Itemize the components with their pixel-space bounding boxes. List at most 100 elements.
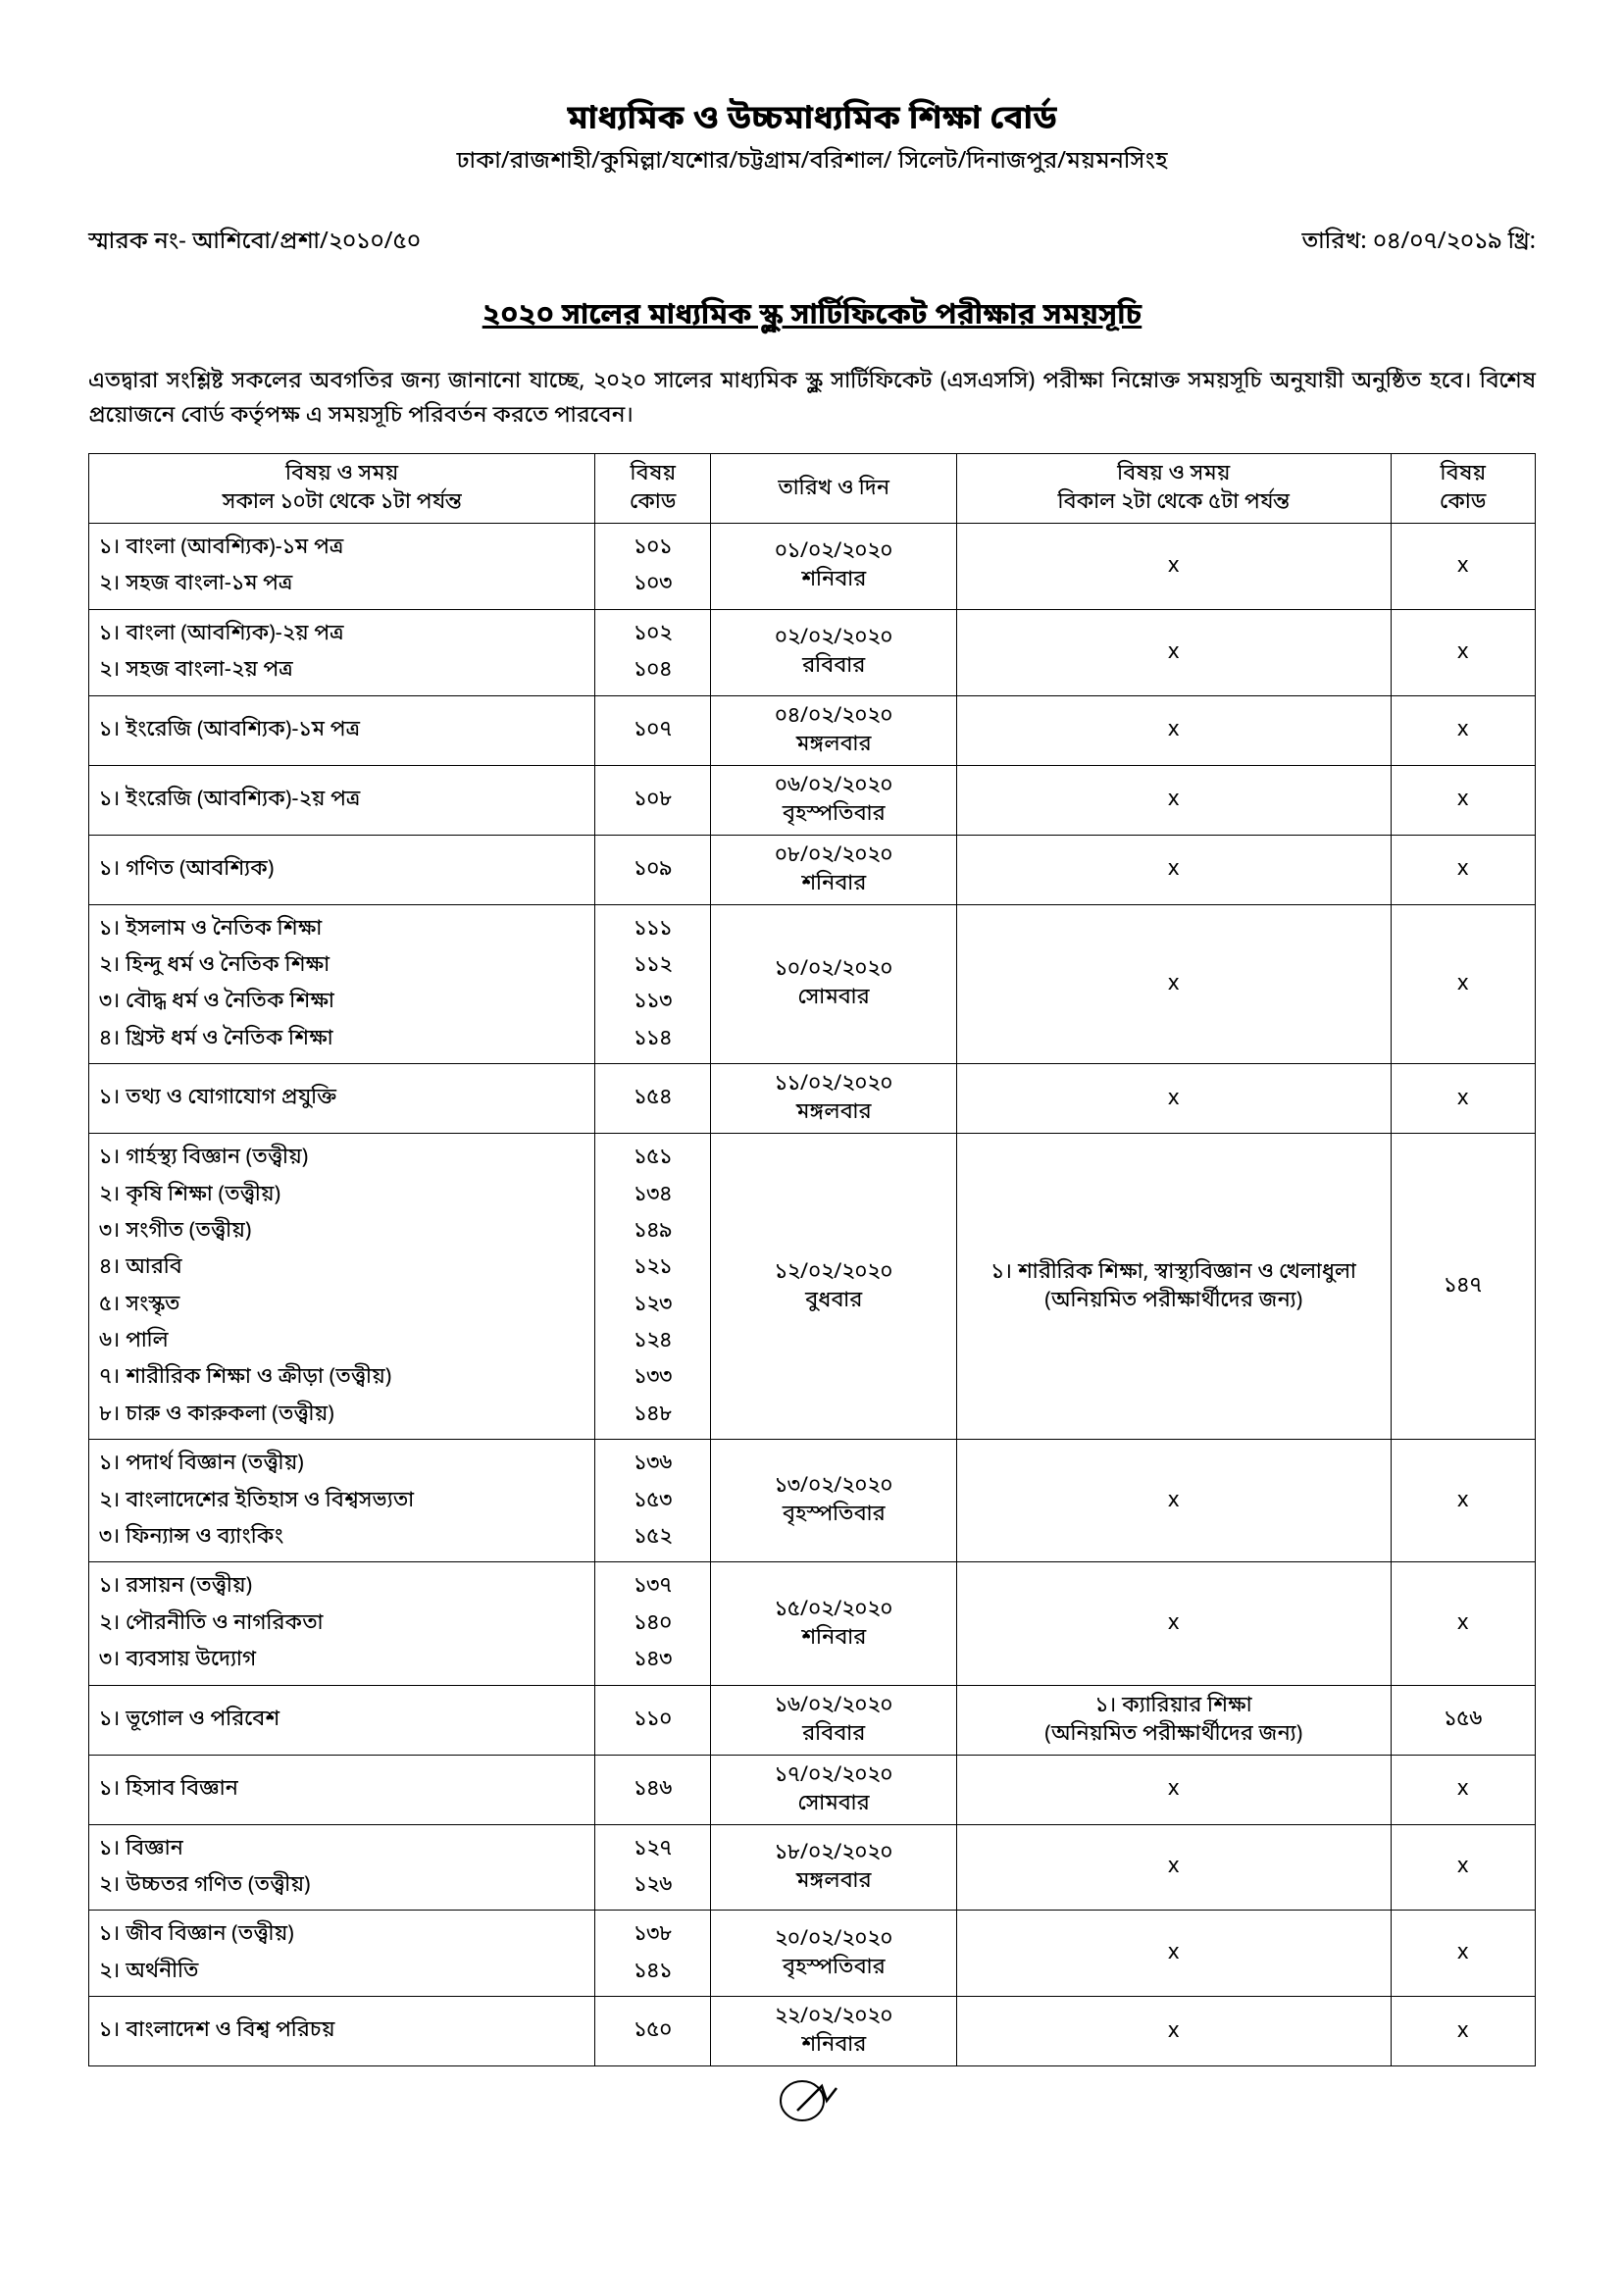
cell-date-day: ১২/০২/২০২০বুধবার <box>711 1134 957 1440</box>
cell-date-day: ০১/০২/২০২০শনিবার <box>711 524 957 610</box>
cell-subject-afternoon: x <box>957 904 1392 1064</box>
cell-code-morning: ১৫০ <box>595 1997 711 2066</box>
th-subject-afternoon: বিষয় ও সময় বিকাল ২টা থেকে ৫টা পর্যন্ত <box>957 454 1392 524</box>
table-row: ১। বিজ্ঞান২। উচ্চতর গণিত (তত্ত্বীয়)১২৭১… <box>89 1824 1536 1911</box>
cell-date-day: ২০/০২/২০২০বৃহস্পতিবার <box>711 1911 957 1997</box>
cell-subject-morning: ১। হিসাব বিজ্ঞান <box>89 1755 595 1824</box>
cell-code-morning: ১০২১০৪ <box>595 609 711 695</box>
document-page: মাধ্যমিক ও উচ্চমাধ্যমিক শিক্ষা বোর্ড ঢাক… <box>0 0 1624 2294</box>
table-row: ১। রসায়ন (তত্ত্বীয়)২। পৌরনীতি ও নাগরিক… <box>89 1562 1536 1685</box>
th-code-afternoon: বিষয় কোড <box>1391 454 1536 524</box>
cell-code-morning: ১৫১১৩৪১৪৯১২১১২৩১২৪১৩৩১৪৮ <box>595 1134 711 1440</box>
cell-code-afternoon: x <box>1391 1755 1536 1824</box>
cell-subject-afternoon: x <box>957 1824 1392 1911</box>
cell-date-day: ১১/০২/২০২০মঙ্গলবার <box>711 1064 957 1134</box>
cell-date-day: ১০/০২/২০২০সোমবার <box>711 904 957 1064</box>
cell-code-afternoon: x <box>1391 1911 1536 1997</box>
signature-mark <box>88 2076 1536 2133</box>
cell-subject-morning: ১। রসায়ন (তত্ত্বীয়)২। পৌরনীতি ও নাগরিক… <box>89 1562 595 1685</box>
table-row: ১। ইসলাম ও নৈতিক শিক্ষা২। হিন্দু ধর্ম ও … <box>89 904 1536 1064</box>
cell-code-morning: ১৫৪ <box>595 1064 711 1134</box>
cell-code-afternoon: x <box>1391 1824 1536 1911</box>
cell-code-morning: ১১১১১২১১৩১১৪ <box>595 904 711 1064</box>
cell-code-afternoon: x <box>1391 835 1536 904</box>
cell-date-day: ১৩/০২/২০২০বৃহস্পতিবার <box>711 1440 957 1562</box>
cell-code-afternoon: x <box>1391 765 1536 835</box>
document-title: ২০২০ সালের মাধ্যমিক স্কুল সার্টিফিকেট পর… <box>88 297 1536 336</box>
cell-code-afternoon: x <box>1391 904 1536 1064</box>
table-row: ১। বাংলা (আবশ্যিক)-১ম পত্র২। সহজ বাংলা-১… <box>89 524 1536 610</box>
cell-subject-morning: ১। বিজ্ঞান২। উচ্চতর গণিত (তত্ত্বীয়) <box>89 1824 595 1911</box>
table-row: ১। গার্হস্থ্য বিজ্ঞান (তত্ত্বীয়)২। কৃষি… <box>89 1134 1536 1440</box>
table-row: ১। বাংলাদেশ ও বিশ্ব পরিচয়১৫০২২/০২/২০২০শ… <box>89 1997 1536 2066</box>
cell-subject-afternoon: x <box>957 1064 1392 1134</box>
schedule-table: বিষয় ও সময় সকাল ১০টা থেকে ১টা পর্যন্ত … <box>88 453 1536 2066</box>
cell-subject-afternoon: x <box>957 609 1392 695</box>
cell-code-morning: ১০৯ <box>595 835 711 904</box>
cell-date-day: ১৮/০২/২০২০মঙ্গলবার <box>711 1824 957 1911</box>
cell-subject-afternoon: x <box>957 1997 1392 2066</box>
cell-code-afternoon: x <box>1391 1064 1536 1134</box>
cell-subject-afternoon: x <box>957 1440 1392 1562</box>
cell-subject-morning: ১। ইসলাম ও নৈতিক শিক্ষা২। হিন্দু ধর্ম ও … <box>89 904 595 1064</box>
cell-subject-morning: ১। ভূগোল ও পরিবেশ <box>89 1685 595 1755</box>
cell-code-morning: ১৩৮১৪১ <box>595 1911 711 1997</box>
cell-code-morning: ১২৭১২৬ <box>595 1824 711 1911</box>
cell-subject-morning: ১। গার্হস্থ্য বিজ্ঞান (তত্ত্বীয়)২। কৃষি… <box>89 1134 595 1440</box>
cell-date-day: ১৬/০২/২০২০রবিবার <box>711 1685 957 1755</box>
th-code-morning: বিষয় কোড <box>595 454 711 524</box>
table-header-row: বিষয় ও সময় সকাল ১০টা থেকে ১টা পর্যন্ত … <box>89 454 1536 524</box>
cell-date-day: ০৪/০২/২০২০মঙ্গলবার <box>711 695 957 765</box>
table-row: ১। পদার্থ বিজ্ঞান (তত্ত্বীয়)২। বাংলাদেশ… <box>89 1440 1536 1562</box>
cell-subject-morning: ১। তথ্য ও যোগাযোগ প্রযুক্তি <box>89 1064 595 1134</box>
cell-code-morning: ১১০ <box>595 1685 711 1755</box>
cell-subject-afternoon: x <box>957 524 1392 610</box>
cell-code-morning: ১০৭ <box>595 695 711 765</box>
cell-code-afternoon: ১৫৬ <box>1391 1685 1536 1755</box>
board-subtitle: ঢাকা/রাজশাহী/কুমিল্লা/যশোর/চট্টগ্রাম/বরি… <box>88 146 1536 178</box>
cell-code-morning: ১০১১০৩ <box>595 524 711 610</box>
cell-code-afternoon: x <box>1391 524 1536 610</box>
cell-code-afternoon: x <box>1391 1440 1536 1562</box>
memo-number: স্মারক নং- আশিবো/প্রশা/২০১০/৫০ <box>88 227 421 258</box>
table-row: ১। গণিত (আবশ্যিক)১০৯০৮/০২/২০২০শনিবারxx <box>89 835 1536 904</box>
th-date-day: তারিখ ও দিন <box>711 454 957 524</box>
cell-code-afternoon: x <box>1391 609 1536 695</box>
cell-date-day: ১৭/০২/২০২০সোমবার <box>711 1755 957 1824</box>
cell-subject-morning: ১। ইংরেজি (আবশ্যিক)-২য় পত্র <box>89 765 595 835</box>
table-row: ১। তথ্য ও যোগাযোগ প্রযুক্তি১৫৪১১/০২/২০২০… <box>89 1064 1536 1134</box>
cell-code-morning: ১৩৬১৫৩১৫২ <box>595 1440 711 1562</box>
cell-subject-afternoon: x <box>957 1911 1392 1997</box>
cell-date-day: ০৮/০২/২০২০শনিবার <box>711 835 957 904</box>
cell-code-afternoon: x <box>1391 695 1536 765</box>
cell-subject-morning: ১। গণিত (আবশ্যিক) <box>89 835 595 904</box>
cell-subject-afternoon: x <box>957 765 1392 835</box>
cell-subject-afternoon: x <box>957 1755 1392 1824</box>
ref-date-row: স্মারক নং- আশিবো/প্রশা/২০১০/৫০ তারিখ: ০৪… <box>88 227 1536 258</box>
cell-subject-morning: ১। ইংরেজি (আবশ্যিক)-১ম পত্র <box>89 695 595 765</box>
table-row: ১। ইংরেজি (আবশ্যিক)-২য় পত্র১০৮০৬/০২/২০২… <box>89 765 1536 835</box>
cell-date-day: ১৫/০২/২০২০শনিবার <box>711 1562 957 1685</box>
table-row: ১। বাংলা (আবশ্যিক)-২য় পত্র২। সহজ বাংলা-… <box>89 609 1536 695</box>
issue-date: তারিখ: ০৪/০৭/২০১৯ খ্রি: <box>1301 227 1536 258</box>
cell-code-afternoon: x <box>1391 1997 1536 2066</box>
table-row: ১। ভূগোল ও পরিবেশ১১০১৬/০২/২০২০রবিবার১। ক… <box>89 1685 1536 1755</box>
cell-subject-morning: ১। বাংলাদেশ ও বিশ্ব পরিচয় <box>89 1997 595 2066</box>
cell-code-afternoon: ১৪৭ <box>1391 1134 1536 1440</box>
cell-subject-morning: ১। জীব বিজ্ঞান (তত্ত্বীয়)২। অর্থনীতি <box>89 1911 595 1997</box>
cell-subject-morning: ১। বাংলা (আবশ্যিক)-২য় পত্র২। সহজ বাংলা-… <box>89 609 595 695</box>
cell-subject-afternoon: x <box>957 835 1392 904</box>
cell-subject-afternoon: ১। শারীরিক শিক্ষা, স্বাস্থ্যবিজ্ঞান ও খে… <box>957 1134 1392 1440</box>
cell-date-day: ০২/০২/২০২০রবিবার <box>711 609 957 695</box>
table-row: ১। ইংরেজি (আবশ্যিক)-১ম পত্র১০৭০৪/০২/২০২০… <box>89 695 1536 765</box>
intro-paragraph: এতদ্বারা সংশ্লিষ্ট সকলের অবগতির জন্য জান… <box>88 366 1536 433</box>
cell-subject-morning: ১। বাংলা (আবশ্যিক)-১ম পত্র২। সহজ বাংলা-১… <box>89 524 595 610</box>
cell-date-day: ০৬/০২/২০২০বৃহস্পতিবার <box>711 765 957 835</box>
cell-date-day: ২২/০২/২০২০শনিবার <box>711 1997 957 2066</box>
table-row: ১। হিসাব বিজ্ঞান১৪৬১৭/০২/২০২০সোমবারxx <box>89 1755 1536 1824</box>
cell-code-morning: ১৩৭১৪০১৪৩ <box>595 1562 711 1685</box>
cell-subject-afternoon: ১। ক্যারিয়ার শিক্ষা(অনিয়মিত পরীক্ষার্থ… <box>957 1685 1392 1755</box>
cell-code-morning: ১৪৬ <box>595 1755 711 1824</box>
cell-code-morning: ১০৮ <box>595 765 711 835</box>
board-title: মাধ্যমিক ও উচ্চমাধ্যমিক শিক্ষা বোর্ড <box>88 98 1536 142</box>
